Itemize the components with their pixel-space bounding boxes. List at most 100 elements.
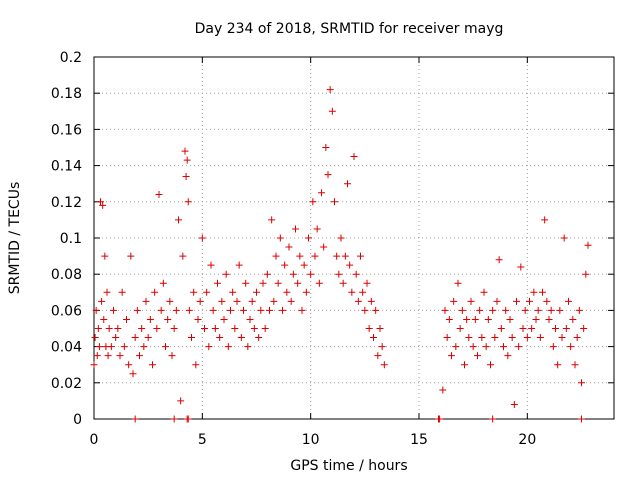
data-point <box>528 325 536 332</box>
data-point <box>211 325 219 332</box>
data-point <box>261 325 269 332</box>
data-point <box>335 270 343 278</box>
data-point <box>324 171 332 179</box>
data-point <box>493 297 501 305</box>
data-point <box>116 352 124 360</box>
data-point <box>235 261 243 269</box>
data-point <box>118 288 126 296</box>
data-point <box>240 306 247 314</box>
data-point <box>194 315 202 323</box>
data-point <box>105 325 113 332</box>
data-point <box>170 415 178 423</box>
data-point <box>205 343 213 351</box>
data-point <box>272 252 280 260</box>
data-point <box>242 279 250 287</box>
data-point <box>461 361 468 369</box>
data-point <box>361 306 369 314</box>
data-point <box>543 297 551 305</box>
data-point <box>443 334 451 342</box>
data-point <box>164 315 172 323</box>
data-point <box>539 288 546 296</box>
x-tick-label: 5 <box>198 432 207 448</box>
y-tick-label: 0.1 <box>60 231 82 247</box>
data-point <box>365 325 373 332</box>
x-tick-label: 15 <box>410 432 428 448</box>
data-point <box>474 352 481 360</box>
data-point <box>120 343 128 351</box>
data-point <box>337 234 345 242</box>
data-point <box>216 334 224 342</box>
data-point <box>263 270 271 278</box>
data-point <box>246 315 254 323</box>
x-axis-ticks: 0 5 10 15 20 <box>90 57 536 448</box>
data-point <box>441 306 449 314</box>
data-point <box>552 325 559 332</box>
data-point <box>92 306 100 314</box>
data-point <box>276 234 284 242</box>
x-tick-label: 0 <box>90 432 99 448</box>
data-point <box>155 191 163 199</box>
data-point <box>510 401 518 409</box>
data-point <box>257 306 265 314</box>
y-tick-label: 0.12 <box>51 195 82 211</box>
data-point <box>476 306 484 314</box>
data-point <box>142 297 150 305</box>
data-point <box>233 297 241 305</box>
data-point <box>348 288 356 296</box>
data-point <box>515 343 523 351</box>
data-point <box>99 201 107 209</box>
data-point <box>172 306 180 314</box>
data-point <box>315 279 323 287</box>
data-point <box>456 325 464 332</box>
data-point <box>560 234 568 242</box>
data-point <box>458 306 466 314</box>
data-point <box>209 306 217 314</box>
data-point <box>534 306 542 314</box>
data-point <box>541 216 549 224</box>
data-point <box>578 379 585 387</box>
data-point <box>114 325 122 332</box>
data-point <box>283 288 291 296</box>
data-point <box>192 361 200 369</box>
data-point <box>136 352 143 360</box>
data-point <box>513 297 520 305</box>
data-point <box>185 306 193 314</box>
data-point <box>357 252 364 260</box>
data-point <box>445 315 453 323</box>
data-point <box>452 343 460 351</box>
data-point <box>545 315 553 323</box>
data-point <box>298 306 306 314</box>
data-point <box>287 297 295 305</box>
data-point <box>523 334 531 342</box>
data-point <box>326 86 334 94</box>
data-point <box>259 279 267 287</box>
data-point <box>331 198 338 206</box>
y-tick-label: 0.02 <box>51 376 82 392</box>
y-tick-label: 0 <box>73 412 82 428</box>
data-point <box>144 334 152 342</box>
data-point <box>467 297 475 305</box>
data-point <box>532 315 540 323</box>
data-point <box>227 306 234 314</box>
data-point <box>285 243 293 251</box>
data-point <box>374 352 382 360</box>
data-point <box>487 361 494 369</box>
data-point <box>500 343 507 351</box>
data-point <box>344 180 351 188</box>
data-point <box>177 397 185 405</box>
x-tick-label: 20 <box>518 432 536 448</box>
data-point <box>184 198 192 206</box>
data-point <box>270 297 278 305</box>
data-point <box>504 352 512 360</box>
data-point <box>558 334 566 342</box>
data-point <box>367 297 375 305</box>
data-point <box>222 270 230 278</box>
data-point <box>491 334 499 342</box>
data-point <box>573 334 581 342</box>
data-point <box>127 252 135 260</box>
data-point <box>439 386 447 394</box>
data-point <box>448 352 455 360</box>
data-point <box>549 343 557 351</box>
y-axis-label: SRMTID / TECUs <box>7 182 23 295</box>
data-point <box>363 279 371 287</box>
